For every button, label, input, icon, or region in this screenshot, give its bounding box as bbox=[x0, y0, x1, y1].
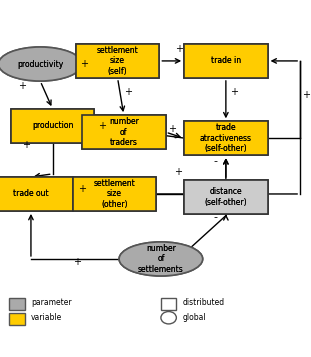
Text: trade out: trade out bbox=[13, 190, 49, 198]
Text: global: global bbox=[183, 313, 206, 322]
Text: productivity: productivity bbox=[17, 60, 63, 69]
Text: production: production bbox=[32, 121, 73, 130]
Text: settlement
size
(self): settlement size (self) bbox=[97, 46, 138, 76]
Text: distributed: distributed bbox=[183, 298, 225, 307]
Bar bbox=[9, 313, 25, 326]
Text: production: production bbox=[32, 121, 73, 130]
Text: +: + bbox=[22, 140, 30, 150]
FancyBboxPatch shape bbox=[73, 177, 156, 211]
Ellipse shape bbox=[161, 312, 176, 324]
Text: +: + bbox=[302, 90, 310, 100]
FancyBboxPatch shape bbox=[0, 177, 73, 211]
Text: trade
atractiveness
(self-other): trade atractiveness (self-other) bbox=[200, 124, 252, 153]
Text: +: + bbox=[168, 124, 176, 134]
Text: +: + bbox=[80, 59, 87, 69]
Bar bbox=[161, 298, 176, 310]
Text: +: + bbox=[175, 44, 183, 54]
Text: +: + bbox=[18, 81, 26, 91]
Text: +: + bbox=[78, 185, 86, 195]
Text: trade in: trade in bbox=[211, 56, 241, 65]
Text: number
of
settlements: number of settlements bbox=[138, 244, 184, 274]
Ellipse shape bbox=[0, 47, 82, 81]
FancyBboxPatch shape bbox=[11, 109, 94, 143]
Text: variable: variable bbox=[31, 313, 62, 322]
FancyBboxPatch shape bbox=[184, 180, 268, 214]
Text: +: + bbox=[98, 121, 106, 131]
Ellipse shape bbox=[119, 242, 203, 276]
Bar bbox=[9, 298, 25, 310]
Text: distance
(self-other): distance (self-other) bbox=[205, 187, 247, 207]
Text: trade in: trade in bbox=[211, 56, 241, 65]
Text: trade
atractiveness
(self-other): trade atractiveness (self-other) bbox=[200, 124, 252, 153]
Text: -: - bbox=[213, 212, 217, 222]
FancyBboxPatch shape bbox=[76, 44, 159, 78]
Text: trade out: trade out bbox=[13, 190, 49, 198]
Text: parameter: parameter bbox=[31, 298, 72, 307]
FancyBboxPatch shape bbox=[82, 115, 165, 149]
FancyBboxPatch shape bbox=[184, 121, 268, 155]
Text: productivity: productivity bbox=[17, 60, 63, 69]
Text: +: + bbox=[174, 167, 182, 177]
Text: settlement
size
(self): settlement size (self) bbox=[97, 46, 138, 76]
Ellipse shape bbox=[119, 242, 203, 276]
FancyBboxPatch shape bbox=[0, 177, 73, 211]
FancyBboxPatch shape bbox=[184, 180, 268, 214]
Text: +: + bbox=[124, 87, 132, 97]
FancyBboxPatch shape bbox=[184, 121, 268, 155]
FancyBboxPatch shape bbox=[184, 44, 268, 78]
Text: -: - bbox=[213, 157, 217, 167]
Text: number
of
settlements: number of settlements bbox=[138, 244, 184, 274]
Text: settlement
size
(other): settlement size (other) bbox=[94, 179, 135, 209]
Text: number
of
traders: number of traders bbox=[109, 117, 139, 147]
FancyBboxPatch shape bbox=[82, 115, 165, 149]
Text: number
of
traders: number of traders bbox=[109, 117, 139, 147]
Text: settlement
size
(other): settlement size (other) bbox=[94, 179, 135, 209]
FancyBboxPatch shape bbox=[76, 44, 159, 78]
Ellipse shape bbox=[0, 47, 82, 81]
FancyBboxPatch shape bbox=[184, 44, 268, 78]
FancyBboxPatch shape bbox=[11, 109, 94, 143]
Text: distance
(self-other): distance (self-other) bbox=[205, 187, 247, 207]
Text: +: + bbox=[230, 87, 238, 97]
Text: +: + bbox=[73, 257, 81, 267]
FancyBboxPatch shape bbox=[73, 177, 156, 211]
